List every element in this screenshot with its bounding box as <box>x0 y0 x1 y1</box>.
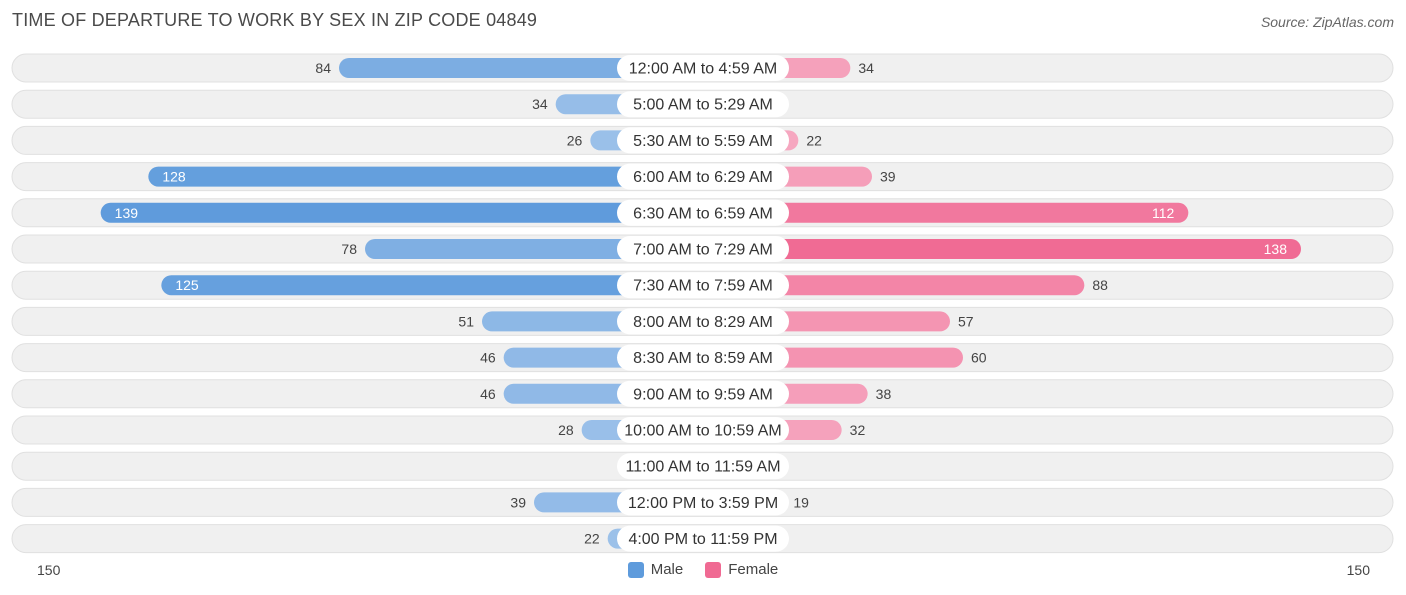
category-label: 10:00 AM to 10:59 AM <box>624 423 781 440</box>
chart-title: TIME OF DEPARTURE TO WORK BY SEX IN ZIP … <box>12 10 538 30</box>
bar-female <box>703 275 1085 296</box>
legend-swatch-male <box>627 561 644 578</box>
legend: Male Female <box>0 561 1406 578</box>
legend-label-male: Male <box>650 561 684 578</box>
bar-female <box>703 239 1301 259</box>
chart-row: 28 32 10:00 AM to 10:59 AM <box>11 415 1394 445</box>
value-label-male: 51 <box>458 313 474 329</box>
value-label-female: 32 <box>850 422 866 438</box>
chart-row: 128 39 6:00 AM to 6:29 AM <box>11 162 1394 192</box>
value-label-female: 34 <box>858 60 874 76</box>
category-label: 12:00 AM to 4:59 AM <box>629 61 778 78</box>
value-label-male: 46 <box>480 350 496 366</box>
value-label-male: 128 <box>162 169 186 185</box>
category-label: 6:30 AM to 6:59 AM <box>633 205 773 222</box>
category-label: 6:00 AM to 6:29 AM <box>633 169 773 186</box>
chart-row: 78 138 7:00 AM to 7:29 AM <box>11 234 1394 264</box>
category-pill <box>617 489 789 516</box>
category-label: 5:00 AM to 5:29 AM <box>633 97 773 114</box>
value-label-male: 28 <box>558 422 574 438</box>
category-pill <box>617 236 789 262</box>
category-label: 7:00 AM to 7:29 AM <box>633 242 773 259</box>
chart-row: 84 34 12:00 AM to 4:59 AM <box>11 53 1394 83</box>
category-pill <box>617 344 789 371</box>
bar-male <box>100 202 703 223</box>
category-label: 12:00 PM to 3:59 PM <box>628 495 778 512</box>
value-label-male: 78 <box>341 241 357 257</box>
category-pill <box>617 308 789 335</box>
chart-row: 51 57 8:00 AM to 8:29 AM <box>11 306 1394 336</box>
category-pill <box>617 525 789 552</box>
legend-item-female[interactable]: Female <box>705 561 778 578</box>
chart-row: 3445:00 AM to 5:29 AM <box>11 89 1394 119</box>
chart-row: 139 112 6:30 AM to 6:59 AM <box>11 198 1394 228</box>
category-pill <box>617 199 789 226</box>
source-label: Source: ZipAtlas.com <box>1260 14 1394 30</box>
chart-row: 91311:00 AM to 11:59 AM <box>11 451 1394 481</box>
category-pill <box>617 91 789 118</box>
category-pill <box>617 453 789 480</box>
legend-swatch-female <box>705 561 722 578</box>
value-label-male: 22 <box>584 531 600 547</box>
legend-item-male[interactable]: Male <box>627 561 684 578</box>
chart-row: 125 88 7:30 AM to 7:59 AM <box>11 270 1394 300</box>
value-label-female: 138 <box>1264 241 1288 257</box>
value-label-female: 112 <box>1152 205 1175 221</box>
category-pill <box>617 417 789 443</box>
value-label-female: 39 <box>880 169 896 185</box>
chart-row: 46 38 9:00 AM to 9:59 AM <box>11 379 1394 409</box>
bar-female <box>703 202 1189 223</box>
category-label: 8:00 AM to 8:29 AM <box>633 314 773 331</box>
bar-male <box>148 166 704 187</box>
chart-row: 26 22 5:30 AM to 5:59 AM <box>11 125 1394 155</box>
value-label-male: 125 <box>175 277 199 293</box>
category-pill <box>617 272 789 299</box>
value-label-female: 57 <box>958 313 974 329</box>
chart-row: 39 19 12:00 PM to 3:59 PM <box>11 487 1394 517</box>
category-label: 8:30 AM to 8:59 AM <box>633 350 773 367</box>
axis-left-label: 150 <box>37 562 61 578</box>
bar-male <box>339 58 703 78</box>
bar-male <box>161 275 704 296</box>
value-label-female: 22 <box>806 132 822 148</box>
value-label-male: 39 <box>510 494 526 510</box>
value-label-female: 19 <box>793 494 809 510</box>
diverging-bar-chart: 84 34 12:00 AM to 4:59 AM 3445:00 AM to 5:2… <box>11 53 1394 554</box>
category-label: 11:00 AM to 11:59 AM <box>625 459 780 476</box>
value-label-female: 38 <box>876 386 892 402</box>
value-label-female: 88 <box>1092 277 1108 293</box>
value-label-male: 46 <box>480 386 496 402</box>
axis-right-label: 150 <box>1346 562 1370 578</box>
category-label: 7:30 AM to 7:59 AM <box>633 278 773 295</box>
category-label: 5:30 AM to 5:59 AM <box>633 133 773 150</box>
value-label-male: 139 <box>115 205 139 221</box>
category-pill <box>617 380 789 407</box>
value-label-female: 60 <box>971 350 987 366</box>
category-label: 9:00 AM to 9:59 AM <box>633 386 773 403</box>
value-label-male: 26 <box>567 132 583 148</box>
category-pill <box>617 163 789 190</box>
category-pill <box>617 55 789 81</box>
value-label-male: 34 <box>532 96 548 112</box>
category-pill <box>617 127 789 154</box>
category-label: 4:00 PM to 11:59 PM <box>628 531 777 548</box>
chart-row: 22144:00 PM to 11:59 PM <box>11 524 1394 554</box>
value-label-male: 84 <box>315 60 331 76</box>
chart-row: 46 60 8:30 AM to 8:59 AM <box>11 343 1394 373</box>
legend-label-female: Female <box>728 561 779 578</box>
